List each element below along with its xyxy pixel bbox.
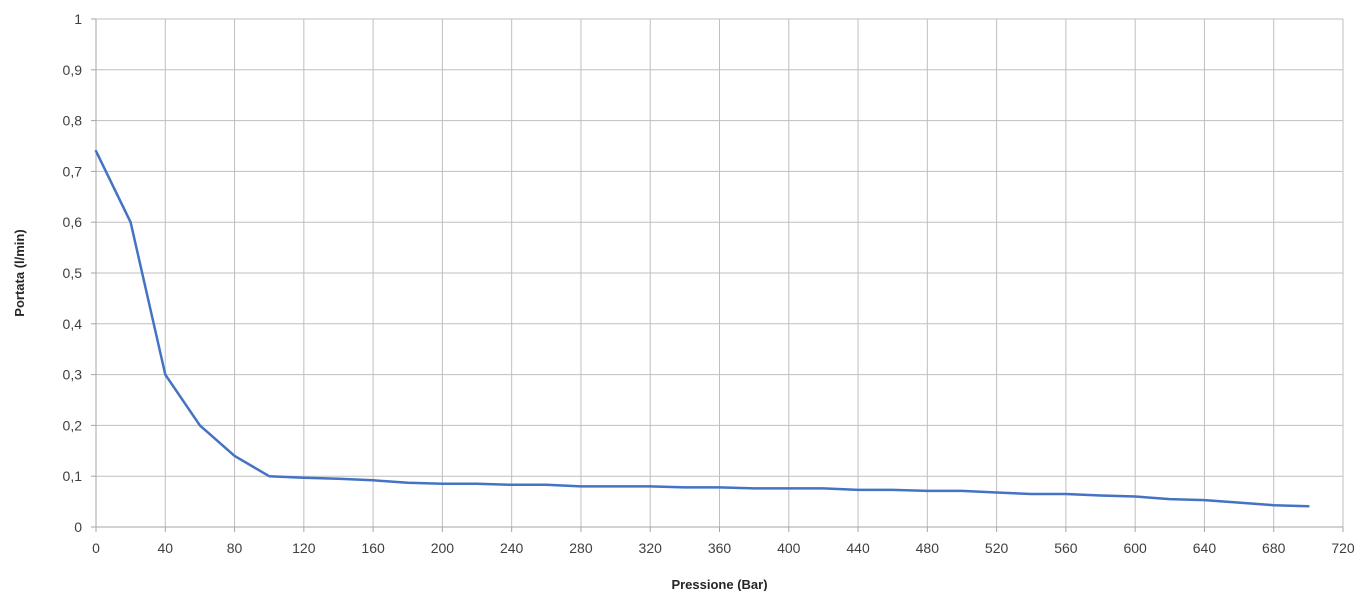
y-tick-label: 0,5 [63,265,83,281]
y-tick-label: 0,8 [63,113,83,129]
x-tick-label: 200 [431,540,455,556]
x-tick-label: 560 [1054,540,1078,556]
x-tick-label: 720 [1331,540,1355,556]
y-tick-label: 0,6 [63,214,83,230]
x-tick-label: 440 [846,540,870,556]
x-tick-label: 80 [227,540,243,556]
y-tick-label: 0,9 [63,62,83,78]
x-tick-label: 320 [639,540,663,556]
y-tick-label: 0 [74,519,82,535]
y-tick-label: 0,4 [63,316,83,332]
x-tick-label: 520 [985,540,1009,556]
x-tick-label: 120 [292,540,316,556]
y-tick-label: 1 [74,11,82,27]
x-tick-label: 600 [1123,540,1147,556]
x-tick-label: 40 [157,540,173,556]
y-axis-title: Portata (l/min) [12,229,27,316]
x-tick-label: 480 [916,540,940,556]
y-tick-label: 0,3 [63,367,83,383]
y-tick-label: 0,1 [63,468,83,484]
series-line [94,149,1310,508]
x-tick-label: 280 [569,540,593,556]
x-tick-label: 240 [500,540,524,556]
x-axis-title: Pressione (Bar) [671,577,767,591]
x-tick-label: 360 [708,540,732,556]
x-axis-ticks: 0 40 80 120 160 200 240 280 320 360 400 440 480 520 56… [92,527,1355,556]
x-tick-label: 160 [361,540,385,556]
grid-lines [96,18,1344,527]
series-group [94,149,1310,508]
x-tick-label: 0 [92,540,100,556]
x-tick-label: 640 [1193,540,1217,556]
x-tick-label: 680 [1262,540,1286,556]
y-axis-ticks: 0 0,1 0,2 0,3 0,4 0,5 0,6 0,7 0,8 0,9 1 [63,11,96,535]
y-tick-label: 0,2 [63,417,83,433]
x-tick-label: 400 [777,540,801,556]
y-tick-label: 0,7 [63,163,83,179]
